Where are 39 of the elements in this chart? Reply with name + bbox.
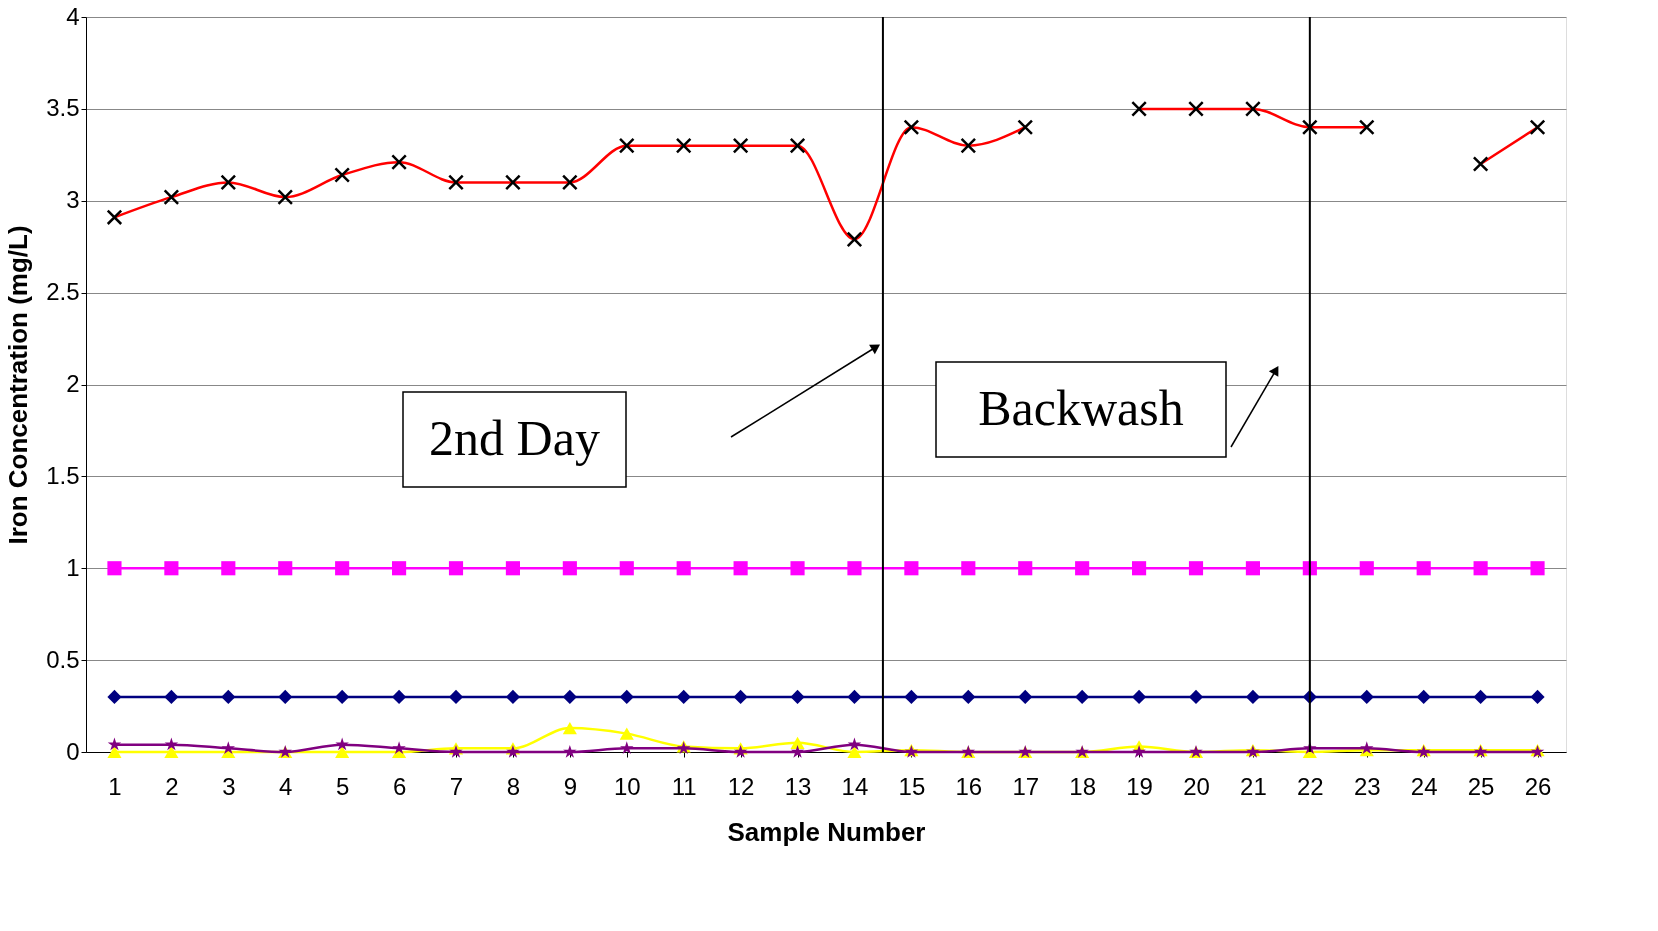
y-tick-label: 1 <box>66 553 80 581</box>
x-tick-label: 7 <box>449 772 464 800</box>
x-tick-label: 22 <box>1296 772 1324 800</box>
x-tick-label: 1 <box>108 772 122 800</box>
x-tick-label: 10 <box>613 772 641 800</box>
y-tick-label: 2 <box>66 370 80 397</box>
x-tick-label: 16 <box>955 772 983 800</box>
x-tick-label: 18 <box>1069 772 1097 800</box>
x-tick-label: 2 <box>165 772 179 800</box>
x-tick-label: 21 <box>1240 772 1267 800</box>
x-tick-label: 23 <box>1353 772 1381 800</box>
x-tick-label: 11 <box>671 772 697 800</box>
y-tick-label: 3 <box>66 186 80 214</box>
y-axis-title: Iron Concentration (mg/L) <box>3 225 34 545</box>
x-tick-label: 14 <box>841 772 869 800</box>
y-tick-label: 0.5 <box>46 645 80 673</box>
x-tick-label: 12 <box>727 772 755 800</box>
y-tick-label: 2.5 <box>46 278 80 306</box>
x-tick-label: 15 <box>898 772 926 800</box>
annotation: Backwash <box>978 379 1184 436</box>
x-tick-label: 3 <box>222 772 236 800</box>
x-tick-label: 4 <box>279 772 293 800</box>
annotation: 2nd Day <box>429 409 600 466</box>
y-tick-label: 0 <box>66 737 80 765</box>
x-tick-label: 19 <box>1126 772 1153 800</box>
y-tick-label: 3.5 <box>46 94 80 122</box>
x-tick-label: 20 <box>1183 772 1210 800</box>
x-tick-label: 13 <box>784 772 812 800</box>
x-tick-label: 25 <box>1467 772 1495 800</box>
y-tick-label: 1.5 <box>46 461 80 489</box>
x-tick-label: 8 <box>506 772 521 800</box>
x-axis-title: Sample Number <box>727 816 926 847</box>
x-tick-label: 6 <box>392 772 407 800</box>
x-tick-label: 9 <box>563 772 578 800</box>
y-tick-label: 4 <box>66 2 80 30</box>
x-tick-label: 24 <box>1410 772 1438 800</box>
x-tick-label: 5 <box>335 772 350 800</box>
x-tick-label: 26 <box>1524 772 1552 800</box>
x-tick-label: 17 <box>1012 772 1040 800</box>
